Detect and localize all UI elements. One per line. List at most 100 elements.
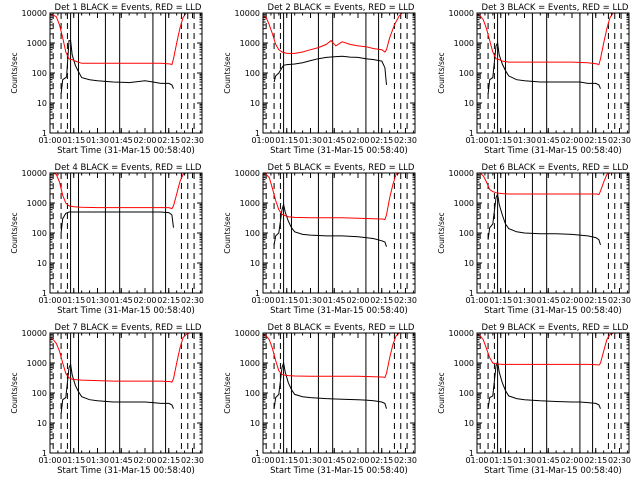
chart-title: Det 7 BLACK = Events, RED = LLD (55, 323, 202, 333)
chart-title: Det 8 BLACK = Events, RED = LLD (268, 323, 415, 333)
x-tick-label: 02:00 (346, 136, 369, 145)
y-tick-label: 10000 (449, 169, 474, 178)
x-tick-label: 02:15 (370, 456, 393, 465)
x-tick-label: 01:00 (38, 296, 61, 305)
x-tick-label: 02:00 (560, 296, 583, 305)
y-tick-label: 10000 (22, 329, 47, 338)
y-axis-label: Counts/sec (223, 372, 232, 413)
x-tick-label: 01:15 (489, 136, 512, 145)
y-axis-label: Counts/sec (437, 52, 446, 93)
chart-panel: 1 10 100 1000 10000 01:00 01:15 01:30 01:45 02:00… (437, 3, 631, 156)
y-axis-label: Counts/sec (10, 212, 19, 253)
y-tick-label: 1 (255, 449, 260, 458)
x-tick-label: 01:00 (251, 296, 274, 305)
x-tick-label: 02:30 (608, 456, 631, 465)
y-tick-label: 1 (42, 449, 47, 458)
x-tick-label: 01:15 (275, 456, 298, 465)
y-tick-label: 1000 (454, 39, 474, 48)
series-line-events (273, 204, 387, 247)
x-tick-label: 02:15 (370, 296, 393, 305)
x-tick-label: 01:00 (38, 136, 61, 145)
x-tick-label: 02:30 (394, 456, 417, 465)
y-tick-label: 10000 (449, 9, 474, 18)
y-tick-label: 1 (469, 129, 474, 138)
series-line-events (273, 361, 387, 409)
chart-panel: 1 10 100 1000 10000 01:00 01:15 01:30 01:45 02:00… (437, 163, 631, 316)
x-axis-label: Start Time (31-Mar-15 00:58:40) (484, 146, 622, 156)
x-axis-label: Start Time (31-Mar-15 00:58:40) (484, 306, 622, 316)
y-tick-label: 1 (469, 289, 474, 298)
y-tick-label: 1000 (27, 199, 47, 208)
y-tick-label: 1000 (454, 199, 474, 208)
y-tick-label: 100 (32, 229, 47, 238)
series-line-lld (50, 173, 190, 210)
y-tick-label: 100 (32, 69, 47, 78)
y-tick-label: 10 (250, 259, 260, 268)
x-tick-label: 01:00 (465, 136, 488, 145)
x-axis-label: Start Time (31-Mar-15 00:58:40) (57, 466, 195, 476)
chart-panel: 1 10 100 1000 10000 01:00 01:15 01:30 01:45 02:00… (437, 323, 631, 476)
x-tick-label: 01:15 (275, 296, 298, 305)
x-tick-label: 02:30 (608, 136, 631, 145)
x-tick-label: 02:30 (181, 136, 204, 145)
y-tick-label: 10000 (235, 329, 260, 338)
x-tick-label: 01:30 (513, 456, 536, 465)
y-tick-label: 10 (250, 99, 260, 108)
series-line-lld (477, 13, 617, 66)
x-tick-label: 01:30 (299, 456, 322, 465)
x-tick-label: 01:15 (62, 136, 85, 145)
x-tick-label: 01:45 (537, 456, 560, 465)
chart-panel: 1 10 100 1000 10000 01:00 01:15 01:30 01:45 02:00… (10, 3, 204, 156)
y-axis-label: Counts/sec (223, 212, 232, 253)
x-tick-label: 01:30 (86, 456, 109, 465)
series-line-lld (50, 13, 190, 66)
x-tick-label: 02:00 (346, 456, 369, 465)
series-line-lld (263, 173, 403, 221)
x-tick-label: 01:30 (299, 296, 322, 305)
y-tick-label: 100 (32, 389, 47, 398)
y-axis-label: Counts/sec (437, 212, 446, 253)
y-tick-label: 1000 (240, 199, 260, 208)
chart-title: Det 2 BLACK = Events, RED = LLD (268, 3, 415, 13)
x-tick-label: 01:15 (275, 136, 298, 145)
y-tick-label: 10 (250, 419, 260, 428)
x-tick-label: 01:45 (323, 296, 346, 305)
chart-title: Det 5 BLACK = Events, RED = LLD (268, 163, 415, 173)
x-tick-label: 02:00 (133, 296, 156, 305)
x-tick-label: 01:30 (299, 136, 322, 145)
x-tick-label: 02:15 (584, 136, 607, 145)
y-tick-label: 10000 (235, 169, 260, 178)
x-tick-label: 01:30 (513, 296, 536, 305)
chart-title: Det 6 BLACK = Events, RED = LLD (482, 163, 629, 173)
series-line-lld (477, 173, 617, 196)
chart-title: Det 9 BLACK = Events, RED = LLD (482, 323, 629, 333)
chart-title: Det 3 BLACK = Events, RED = LLD (482, 3, 629, 13)
y-tick-label: 1 (469, 449, 474, 458)
x-tick-label: 02:15 (157, 456, 180, 465)
series-line-events (487, 359, 601, 409)
x-axis-label: Start Time (31-Mar-15 00:58:40) (484, 466, 622, 476)
x-tick-label: 01:00 (251, 136, 274, 145)
x-axis-label: Start Time (31-Mar-15 00:58:40) (270, 306, 408, 316)
x-tick-label: 02:00 (560, 136, 583, 145)
x-tick-label: 02:15 (370, 136, 393, 145)
y-axis-label: Counts/sec (223, 52, 232, 93)
x-tick-label: 01:00 (251, 456, 274, 465)
x-tick-label: 02:30 (394, 296, 417, 305)
y-axis-label: Counts/sec (437, 372, 446, 413)
y-tick-label: 10 (37, 419, 47, 428)
y-axis-label: Counts/sec (10, 52, 19, 93)
x-tick-label: 01:30 (86, 296, 109, 305)
series-line-events (60, 40, 174, 95)
y-tick-label: 10000 (22, 9, 47, 18)
x-tick-label: 01:15 (489, 456, 512, 465)
series-line-events (60, 211, 174, 234)
x-tick-label: 01:00 (38, 456, 61, 465)
x-tick-label: 01:45 (323, 136, 346, 145)
x-tick-label: 02:30 (394, 136, 417, 145)
chart-title: Det 1 BLACK = Events, RED = LLD (55, 3, 202, 13)
x-tick-label: 01:45 (110, 456, 133, 465)
y-tick-label: 10 (464, 259, 474, 268)
